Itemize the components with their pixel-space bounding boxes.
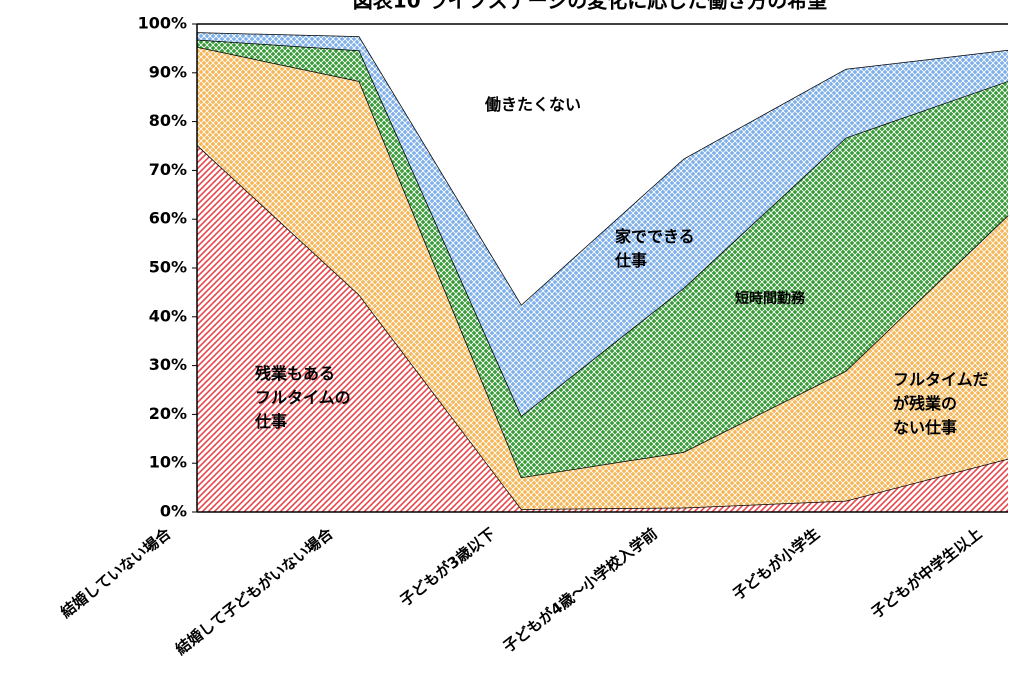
chart-title: 図表10 ライフステージの変化に応じた働き方の希望	[353, 0, 827, 13]
x-tick-label: 結婚していない場合	[57, 524, 175, 622]
x-tick-label: 子どもが中学生以上	[868, 525, 985, 622]
y-tick-label: 10%	[149, 453, 187, 472]
y-tick-label: 80%	[149, 111, 187, 130]
area-label: フルタイムだ が残業の ない仕事	[893, 370, 989, 437]
area-label: 家でできる 仕事	[615, 227, 695, 270]
area-label: 働きたくない	[485, 95, 582, 114]
area	[197, 32, 1008, 416]
x-tick-label: 結婚して子どもがいない場合	[172, 524, 337, 659]
y-tick-label: 0%	[160, 502, 187, 521]
x-tick-label: 子どもが4歳～小学校入学前	[500, 525, 661, 656]
y-tick-label: 20%	[149, 404, 187, 423]
y-tick-label: 70%	[149, 160, 187, 179]
y-tick-label: 100%	[138, 14, 187, 33]
x-tick-label: 子どもが3歳以下	[397, 525, 499, 610]
y-tick-label: 30%	[149, 355, 187, 374]
area-label: 残業もある フルタイムの 仕事	[255, 364, 351, 431]
area	[197, 39, 1008, 478]
area	[197, 46, 1008, 510]
y-tick-label: 60%	[149, 209, 187, 228]
area	[197, 24, 1008, 305]
y-tick-label: 50%	[149, 258, 187, 277]
x-tick-label: 子どもが小学生	[729, 525, 823, 604]
area	[197, 145, 1008, 513]
y-tick-label: 90%	[149, 62, 187, 81]
y-tick-label: 40%	[149, 306, 187, 325]
area-label: 短時間勤務	[735, 291, 805, 307]
